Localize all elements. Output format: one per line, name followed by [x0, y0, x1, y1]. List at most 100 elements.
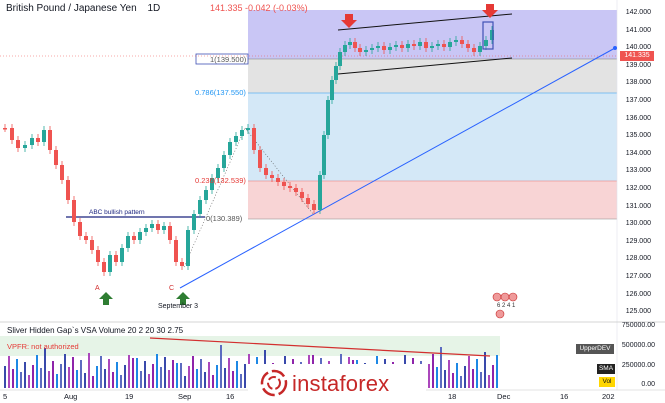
candle-body [353, 42, 357, 48]
candle-body [382, 46, 386, 50]
volume-bar [32, 365, 34, 388]
candle-body [180, 262, 184, 266]
time-tick: 5 [3, 392, 8, 401]
candle-body [270, 175, 274, 178]
candle-body [102, 262, 106, 272]
candle-body [394, 45, 398, 47]
volume-bar [52, 361, 54, 388]
price-tick: 128.000 [625, 255, 651, 263]
volume-bar [140, 371, 142, 388]
volume-bar [128, 355, 130, 388]
candle-body [442, 44, 446, 47]
candle-body [343, 45, 347, 52]
candle-body [222, 155, 226, 168]
candle-body [388, 47, 392, 50]
volume-tick: 250000.00 [621, 362, 655, 369]
candle-body [60, 165, 64, 180]
candle-body [138, 232, 142, 240]
volume-bar [172, 360, 174, 388]
volume-bar [148, 374, 150, 388]
volume-bar [468, 356, 470, 388]
candle-body [162, 226, 166, 230]
candle-body [174, 240, 178, 262]
time-tick: Sep [178, 392, 192, 401]
volume-bar [212, 375, 214, 388]
price-tick: 141.000 [625, 26, 651, 34]
interval-label[interactable]: 1D [147, 3, 161, 14]
candle-body [120, 248, 124, 262]
trend-line[interactable] [179, 47, 616, 289]
price-tick: 127.000 [625, 273, 651, 280]
candle-body [424, 42, 428, 48]
candle-body [252, 128, 256, 150]
candle-body [370, 48, 374, 50]
volume-bar [460, 376, 462, 388]
volume-bar [228, 358, 230, 388]
candle-body [126, 236, 130, 248]
volume-bar [48, 371, 50, 388]
fib-level-1-box[interactable] [195, 53, 249, 65]
volume-bar [244, 364, 246, 388]
volume-bar [448, 360, 450, 388]
volume-bar [12, 369, 14, 388]
fib-zone-grey [248, 59, 617, 93]
fib-label-0: 0(130.389) [206, 214, 243, 223]
volume-bar [452, 373, 454, 388]
volume-bar [164, 357, 166, 388]
volume-bar [472, 369, 474, 388]
candle-body [23, 145, 27, 148]
time-tick: Dec [497, 392, 511, 401]
fib-label-0786: 0.786(137.550) [195, 88, 246, 97]
volume-bar [124, 365, 126, 388]
candle-body [490, 30, 494, 40]
volume-bar [208, 362, 210, 388]
fib-zone-top [248, 10, 617, 59]
red-arrow-right-icon [482, 4, 498, 18]
volume-trendline[interactable] [149, 337, 491, 357]
volume-bar [40, 368, 42, 388]
volume-bar [192, 356, 194, 388]
volume-bar [56, 374, 58, 388]
events-icon[interactable] [492, 292, 518, 319]
volume-bar [16, 359, 18, 388]
volume-bar [216, 365, 218, 388]
candle-body [312, 204, 316, 210]
volume-bar [36, 355, 38, 388]
channel-top[interactable] [337, 13, 513, 31]
candle-body [300, 192, 304, 198]
date-label: September 3 [158, 303, 199, 310]
symbol-title[interactable]: British Pound / Japanese Yen [6, 3, 137, 14]
channel-bottom[interactable] [337, 57, 513, 75]
candle-body [338, 52, 342, 66]
point-a-label: A [95, 285, 100, 292]
candle-body [16, 140, 20, 148]
volume-bar [204, 372, 206, 388]
volume-bar [184, 376, 186, 388]
candle-body [264, 168, 268, 175]
candle-body [454, 40, 458, 42]
volume-bar [220, 345, 222, 388]
candle-body [318, 175, 322, 210]
volume-bar [4, 366, 6, 388]
volume-bar [160, 367, 162, 388]
candle-body [258, 150, 262, 168]
candle-body [156, 224, 160, 230]
volume-band [0, 336, 500, 356]
candle-body [210, 178, 214, 190]
price-tick: 125.000 [625, 308, 651, 316]
candle-body [348, 42, 352, 45]
volume-tick: 750000.00 [621, 322, 655, 329]
fib-zone-red [248, 181, 617, 219]
candle-body [282, 182, 286, 186]
volume-bar [428, 364, 430, 388]
volume-bar [180, 363, 182, 388]
candle-body [216, 168, 220, 178]
highlight-box[interactable] [482, 21, 494, 50]
volume-bar [88, 353, 90, 388]
candle-body [84, 236, 88, 240]
volume-bar [28, 375, 30, 388]
time-tick: 18 [448, 392, 457, 401]
time-tick: 16 [560, 392, 569, 401]
volume-bar [132, 358, 134, 388]
